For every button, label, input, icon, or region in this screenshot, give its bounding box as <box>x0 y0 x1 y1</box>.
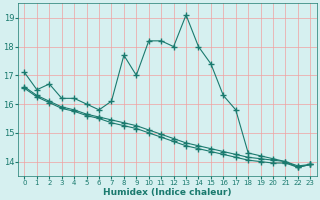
X-axis label: Humidex (Indice chaleur): Humidex (Indice chaleur) <box>103 188 232 197</box>
